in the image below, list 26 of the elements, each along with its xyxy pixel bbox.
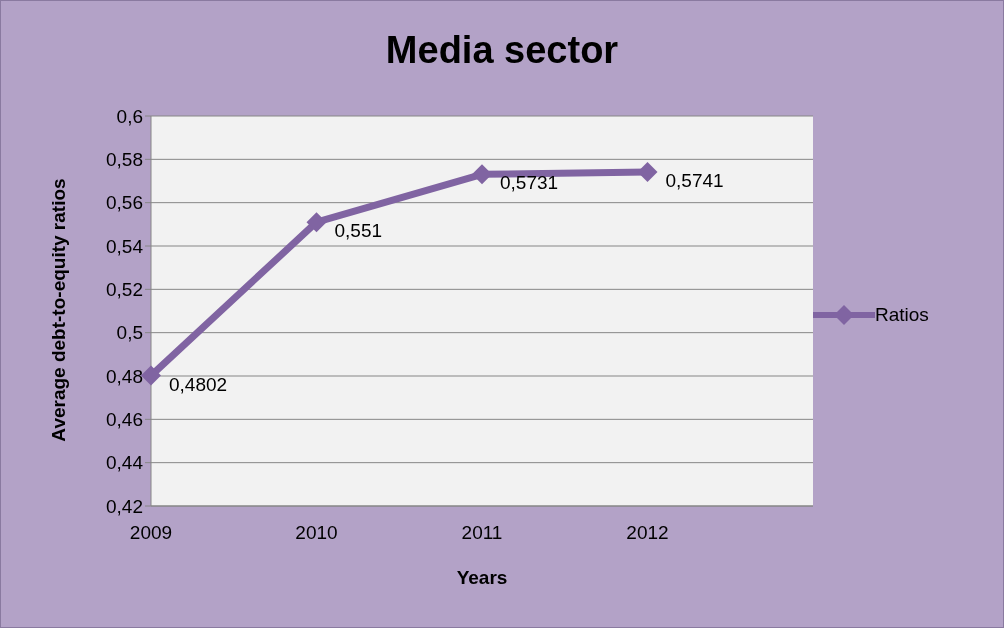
legend-label: Ratios [875, 304, 929, 326]
x-tick-label: 2010 [295, 522, 338, 544]
x-axis-title: Years [455, 567, 509, 589]
data-label: 0,551 [334, 220, 383, 242]
point [472, 164, 492, 185]
y-tick-label: 0,58 [106, 149, 143, 171]
y-tick-label: 0,56 [106, 192, 143, 214]
y-tick-label: 0,6 [116, 105, 143, 127]
y-tick-label: 0,48 [106, 365, 143, 387]
y-tick-label: 0,46 [106, 409, 143, 431]
chart-title: Media sector [384, 29, 620, 72]
data-label: 0,5741 [665, 170, 724, 192]
x-tick-label: 2012 [626, 522, 669, 544]
y-tick-label: 0,44 [106, 452, 144, 474]
y-tick-label: 0,5 [116, 322, 143, 344]
y-tick-label: 0,54 [106, 235, 144, 257]
y-axis-title: Average debt-to-equity ratios [48, 177, 70, 444]
y-tick-label: 0,42 [106, 495, 143, 517]
point [637, 162, 658, 183]
point [141, 365, 161, 386]
data-label: 0,4802 [169, 373, 228, 395]
x-tick-label: 2011 [461, 522, 503, 544]
x-tick-label: 2009 [129, 522, 173, 544]
y-tick-label: 0,52 [106, 279, 143, 301]
data-label: 0,5731 [500, 172, 559, 194]
point [306, 212, 327, 233]
